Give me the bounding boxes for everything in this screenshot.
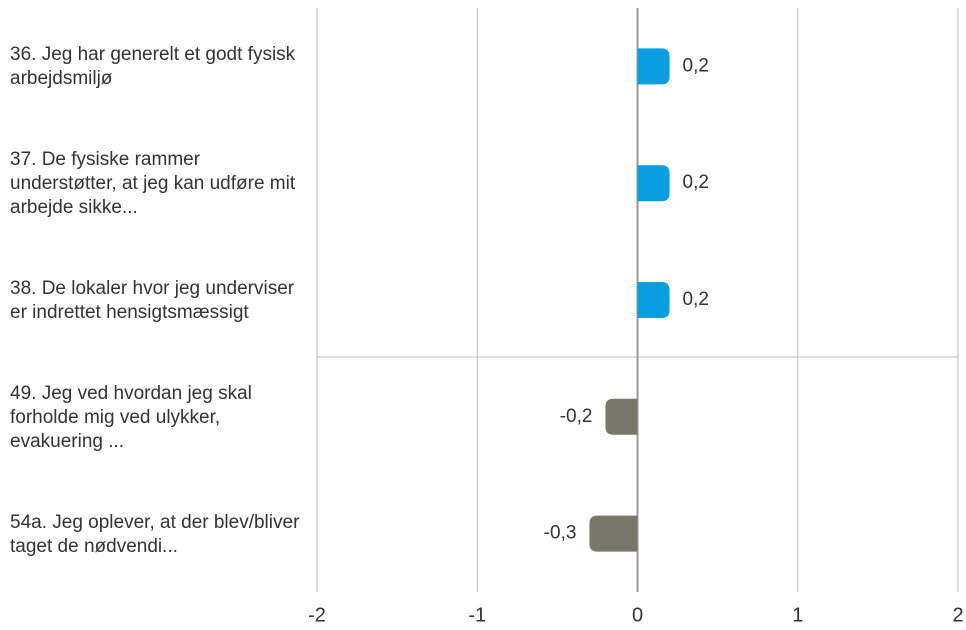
bar xyxy=(637,282,670,318)
value-label: -0,3 xyxy=(544,523,577,544)
x-tick-label: 1 xyxy=(792,604,803,626)
x-tick-label: 0 xyxy=(632,604,643,626)
bar xyxy=(637,48,670,85)
category-labels: 36. Jeg har generelt et godt fysisk arbe… xyxy=(10,8,300,593)
value-label: 0,2 xyxy=(683,55,709,76)
x-tick-label: -1 xyxy=(468,604,486,626)
value-label: 0,2 xyxy=(683,289,709,310)
category-label: 54a. Jeg oplever, at der blev/bliver tag… xyxy=(10,511,300,557)
bar xyxy=(605,398,638,435)
bar xyxy=(637,165,670,202)
x-tick-label: -2 xyxy=(308,604,326,626)
value-label: 0,2 xyxy=(683,172,709,193)
category-label: 36. Jeg har generelt et godt fysisk arbe… xyxy=(10,43,296,89)
category-label: 37. De fysiske rammer understøtter, at j… xyxy=(10,148,296,218)
bar xyxy=(589,515,638,552)
category-label: 49. Jeg ved hvordan jeg skal forholde mi… xyxy=(10,382,252,452)
category-label: 38. De lokaler hvor jeg underviser er in… xyxy=(10,277,295,323)
x-tick-label: 2 xyxy=(952,604,963,626)
value-label: -0,2 xyxy=(560,406,593,427)
